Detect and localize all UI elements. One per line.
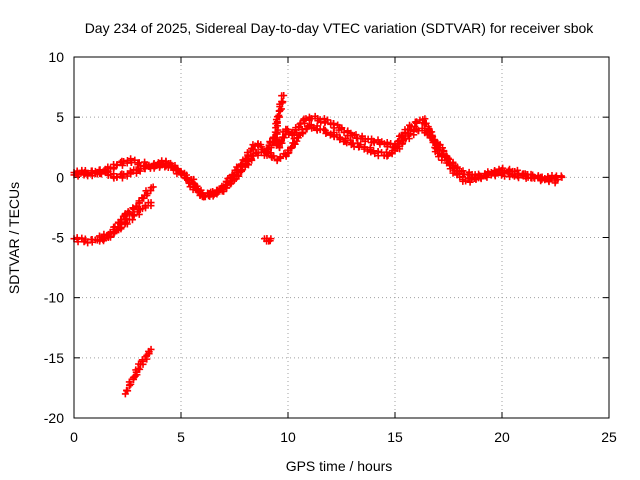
x-tick-label: 5 [177,429,185,445]
data-point-fill [273,113,281,121]
data-point-fill [310,124,318,132]
x-tick-label: 10 [280,429,296,445]
x-tick-label: 25 [601,429,617,445]
data-point-fill [428,131,436,139]
data-point-fill [440,147,448,155]
data-point-fill [234,171,242,179]
data-point-fill [74,238,82,246]
data-point-fill [285,149,293,157]
data-point-fill [284,125,292,133]
data-point-fill [81,166,89,174]
data-point-fill [210,191,218,199]
data-point-fill [276,103,284,111]
data-point-fill [276,139,284,147]
data-point [558,173,566,181]
y-tick-label: 5 [56,109,64,125]
data-point-fill [150,164,158,172]
data-point-fill [491,172,499,180]
data-point-fill [287,144,295,152]
data-point-fill [548,175,556,183]
data-point-fill [515,174,523,182]
data-point-fill [384,151,392,159]
data-point-fill [504,169,512,177]
data-point-fill [415,127,423,135]
data-point [149,183,157,191]
data-point-fill [136,167,144,175]
data-point-fill [96,166,104,174]
data-point-fill [270,134,278,142]
data-point-fill [168,161,176,169]
data-point-fill [346,136,354,144]
data-point-fill [308,115,316,123]
y-axis-label: SDTVAR / TECUs [6,182,22,294]
data-point-fill [324,116,332,124]
data-point [147,199,155,207]
axis-ticks: 0 5 10 15 20 25 -20 -15 -10 -5 0 5 10 [44,49,617,445]
data-point-fill [263,151,271,159]
data-point-fill [106,233,114,241]
y-tick-label: -15 [44,350,64,366]
data-point-fill [227,180,235,188]
data-point-fill [214,188,222,196]
data-point-fill [299,128,307,136]
grid [74,57,609,418]
trace-ramp-b [96,199,155,245]
data-point-fill [430,136,438,144]
data-point [147,345,155,353]
data-point-fill [277,154,285,162]
data-point-fill [270,152,278,160]
data-point-fill [136,365,144,373]
data-point-fill [343,139,351,147]
data-point-fill [74,170,82,178]
data-point-fill [100,237,108,245]
data-point-fill [279,98,287,106]
plot-frame [73,56,610,419]
data-point-fill [293,137,301,145]
data-point-fill [135,199,143,207]
chart-title: Day 234 of 2025, Sidereal Day-to-day VTE… [85,20,595,36]
data-point-fill [183,171,191,179]
trace-main-lower [70,121,559,201]
data-point [267,235,275,243]
data-point [280,92,288,100]
trace-isolated [260,234,275,245]
data-point-fill [352,131,360,139]
data-point-fill [323,128,331,136]
data-point-fill [120,157,128,165]
trace-spike [270,92,288,145]
data-point-fill [399,139,407,147]
data-point-fill [97,170,105,178]
data-point-fill [124,208,132,216]
data-point-fill [459,167,467,175]
data-point-fill [127,380,135,388]
data-point-fill [357,141,365,149]
data-point [552,177,559,185]
x-tick-label: 0 [70,429,78,445]
data-point-fill [81,235,89,243]
data-point-fill [117,223,125,231]
data-point-fill [162,160,170,168]
trace-low [121,345,155,398]
y-tick-label: 0 [56,169,64,185]
x-tick-label: 15 [387,429,403,445]
y-tick-label: -20 [44,410,64,426]
x-tick-label: 20 [494,429,510,445]
data-point-fill [123,387,131,395]
y-tick-label: -10 [44,290,64,306]
data-point-fill [223,184,231,192]
data-point-fill [113,173,121,181]
x-axis-label: GPS time / hours [286,458,393,474]
data-point-fill [444,154,452,162]
data-point-fill [338,124,346,132]
data-points [70,92,566,398]
y-tick-label: 10 [48,49,64,65]
y-tick-label: -5 [52,230,65,246]
data-point-fill [277,137,285,145]
data-point-fill [113,161,121,169]
